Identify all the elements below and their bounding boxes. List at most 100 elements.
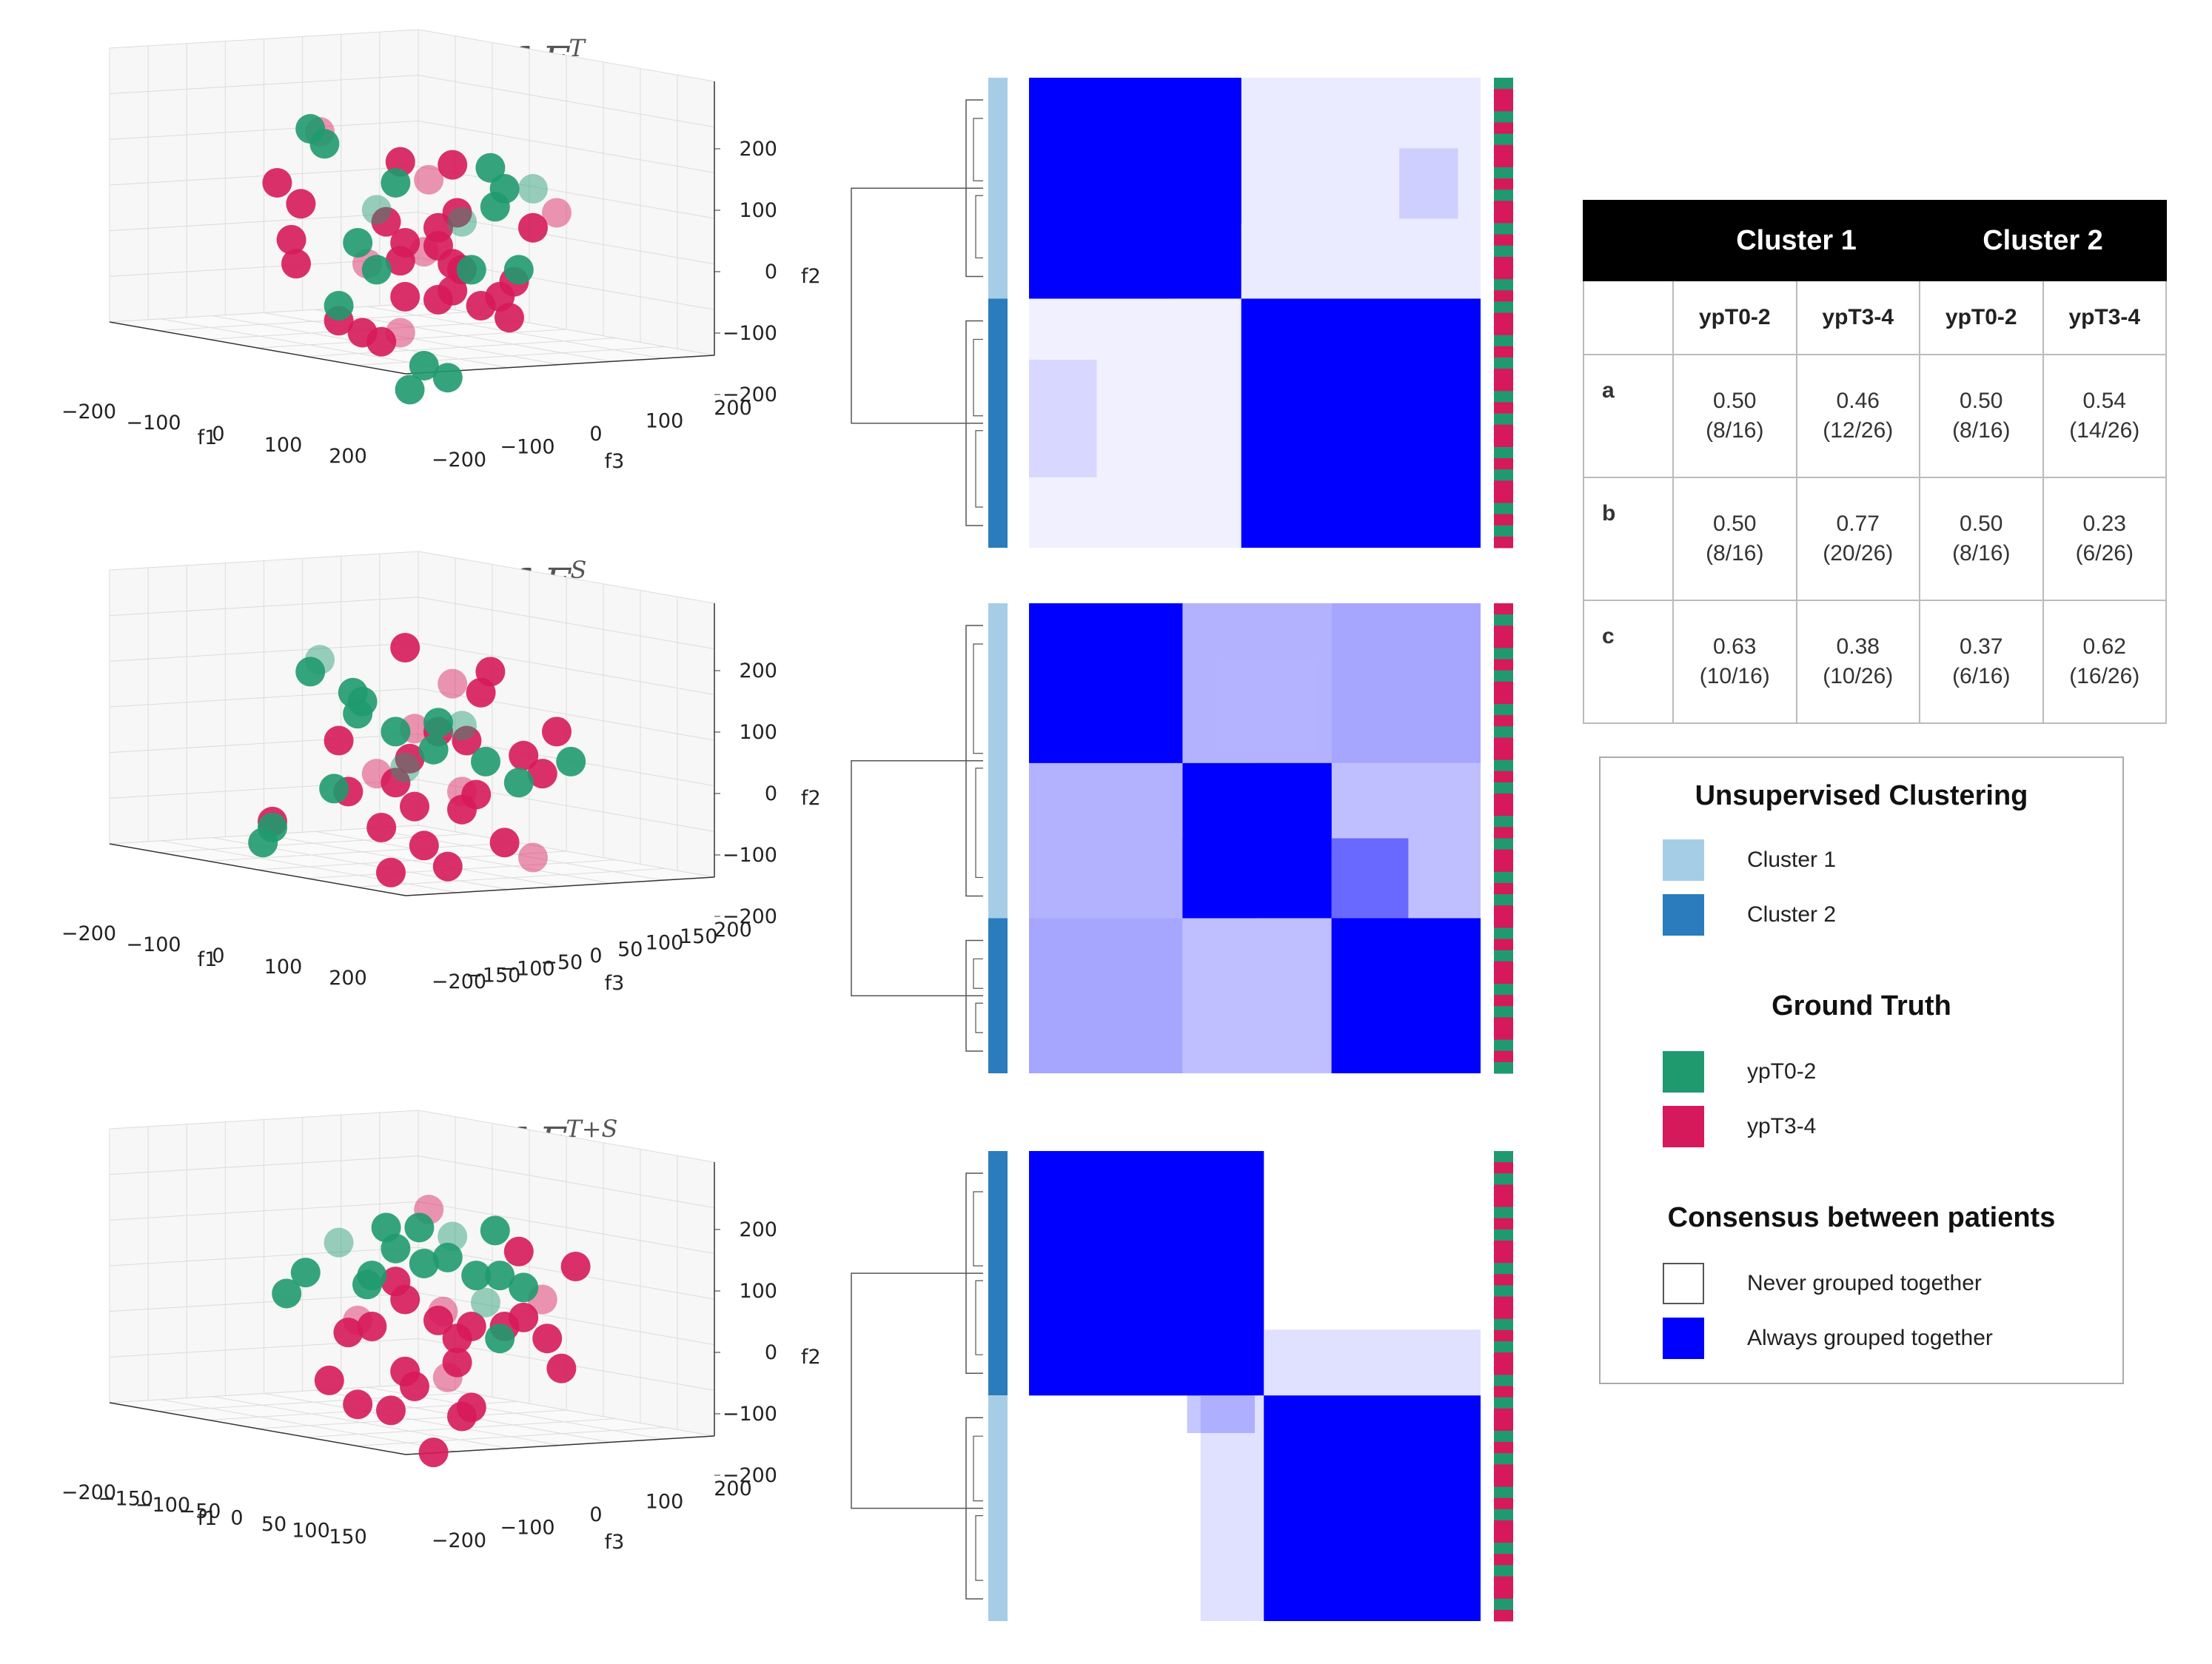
tick-label-f1: −100: [126, 933, 181, 956]
tick-label-f3: −100: [500, 436, 554, 459]
point-ypt34: [442, 1347, 472, 1378]
truth-bar-segment: [1494, 715, 1513, 727]
tick-label-f3: 150: [680, 925, 718, 948]
tick-label-f2: 100: [739, 1280, 777, 1303]
point-ypt02: [290, 1258, 321, 1288]
tick-label-f2: 100: [739, 199, 777, 222]
point-ypt34: [428, 1296, 458, 1326]
point-ypt02: [324, 291, 354, 321]
point-ypt34: [461, 779, 492, 810]
tick-label-f3: 100: [646, 410, 684, 433]
truth-bar-segment: [1494, 670, 1513, 682]
truth-bar-segment: [1494, 201, 1513, 212]
tick-label-f3: −200: [432, 1529, 486, 1552]
truth-bar-segment: [1494, 1375, 1513, 1386]
truth-bar-segment: [1494, 1532, 1513, 1543]
tick-label-f1: 0: [230, 1506, 243, 1529]
dendrogram-branch: [965, 625, 983, 897]
truth-bar-segment: [1494, 290, 1513, 302]
point-ypt02: [556, 746, 586, 776]
legend-item-ypt02: ypT0-2: [1663, 1051, 1816, 1093]
point-ypt34: [333, 1318, 363, 1348]
point-ypt34: [281, 249, 311, 279]
cluster-bar-segment: [988, 918, 1008, 1073]
tick-label-f1: 100: [264, 956, 303, 979]
point-ypt02: [489, 174, 520, 204]
table-cell: 0.54 (14/26): [2042, 354, 2167, 478]
grid-line: [109, 734, 715, 787]
tick-label-f2: 0: [765, 1341, 777, 1364]
point-ypt34: [286, 189, 316, 219]
heatmap-block: [1200, 1395, 1264, 1621]
truth-bar-segment: [1494, 469, 1513, 481]
truth-bar-segment: [1494, 1363, 1513, 1375]
truth-bar-segment: [1494, 659, 1513, 671]
tick-label-f3: 50: [617, 938, 643, 961]
truth-bar-segment: [1494, 1162, 1513, 1174]
table-cell: 0.50 (8/16): [1919, 477, 2044, 601]
legend-item-ypt34: ypT3-4: [1663, 1106, 1816, 1147]
dendrogram-branch: [975, 768, 983, 879]
truth-bar-segment: [1494, 480, 1513, 492]
table-cell: 0.23 (6/26): [2042, 477, 2167, 601]
truth-bar-segment: [1494, 1285, 1513, 1298]
point-ypt34: [560, 1252, 591, 1281]
point-ypt34: [381, 1267, 411, 1297]
truth-bar-segment: [1494, 133, 1513, 146]
cluster-ratio-table: Cluster 1 Cluster 2 ypT0-2 ypT3-4 ypT0-2…: [1583, 200, 2167, 724]
tick-label-f1: 0: [212, 945, 224, 967]
truth-bar-segment: [1494, 637, 1513, 648]
point-ypt34: [542, 198, 572, 228]
truth-bar-segment: [1494, 223, 1513, 235]
truth-bar-segment: [1494, 1017, 1513, 1030]
tick-label-f1: −100: [126, 412, 181, 435]
truth-bar-segment: [1494, 1274, 1513, 1286]
truth-bar-segment: [1494, 268, 1513, 280]
point-ypt34: [527, 759, 557, 789]
point-ypt02: [381, 717, 411, 747]
truth-bar-segment: [1494, 503, 1513, 515]
truth-bar-segment: [1494, 1609, 1513, 1622]
truth-bar-segment: [1494, 245, 1513, 258]
legend-item-always: Always grouped together: [1663, 1318, 1993, 1359]
grid-line: [109, 1338, 715, 1391]
truth-bar-segment: [1494, 380, 1513, 392]
truth-bar-segment: [1494, 89, 1513, 101]
truth-bar-segment: [1494, 424, 1513, 437]
table-col-header: ypT0-2: [1672, 280, 1797, 355]
truth-bar-segment: [1494, 1497, 1513, 1510]
truth-bar-segment: [1494, 1050, 1513, 1063]
heatmap-block: [1029, 298, 1241, 548]
point-ypt02: [485, 1261, 515, 1291]
truth-bar-segment: [1494, 1352, 1513, 1364]
truth-bar-segment: [1494, 78, 1513, 90]
legend-label: Cluster 1: [1747, 848, 1837, 872]
point-ypt34: [423, 231, 453, 261]
truth-bar-segment: [1494, 625, 1513, 637]
truth-bar-segment: [1494, 1207, 1513, 1219]
point-ypt34: [400, 791, 429, 822]
truth-bar-segment: [1494, 458, 1513, 470]
axis-label-f3: f3: [605, 972, 625, 995]
truth-bar-segment: [1494, 1386, 1513, 1398]
tick-label-f2: −100: [723, 844, 777, 867]
tick-label-f1: 200: [329, 967, 367, 990]
point-ypt34: [390, 633, 420, 662]
tick-label-f1: −100: [135, 1494, 190, 1517]
point-ypt34: [262, 167, 292, 198]
truth-bar-segment: [1494, 1039, 1513, 1052]
truth-bar-segment: [1494, 536, 1513, 548]
legend-swatch-cluster1: [1663, 839, 1704, 881]
tick-label-f2: 100: [739, 721, 777, 744]
point-ypt02: [438, 1221, 468, 1252]
heatmap-block: [1331, 998, 1409, 1073]
grid-line: [109, 1247, 715, 1300]
point-ypt02: [295, 657, 326, 687]
heatmap-block: [1182, 838, 1255, 919]
truth-bar-segment: [1494, 927, 1513, 940]
tick-label-f3: 0: [589, 1503, 602, 1526]
point-ypt34: [546, 1353, 577, 1383]
table-row: b 0.50 (8/16) 0.77 (20/26) 0.50 (8/16) 0.23…: [1583, 477, 2167, 601]
point-ypt02: [485, 1324, 515, 1354]
table-group-header: Cluster 1: [1672, 200, 1920, 281]
